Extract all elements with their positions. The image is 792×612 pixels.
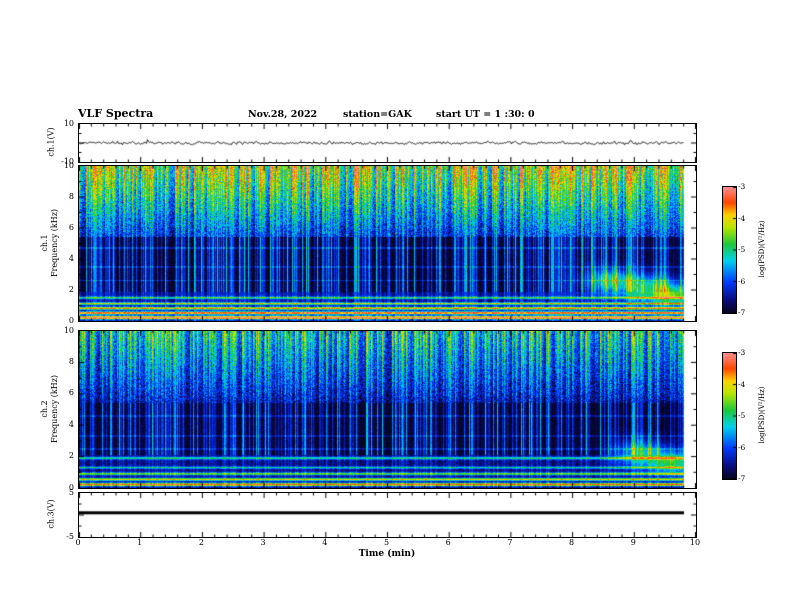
- colorbar-1: [722, 186, 737, 314]
- colorbar-1-label: log(PSD)(V²/Hz): [758, 220, 766, 278]
- y-tick-label: 10: [63, 118, 74, 128]
- ch1-spectrogram-panel: [78, 165, 697, 322]
- frequency-khz-label: Frequency (kHz): [50, 374, 59, 443]
- y-tick-label: 0: [68, 482, 74, 492]
- colorbar-tick-label: -7: [738, 308, 746, 317]
- x-tick-label: 1: [137, 538, 143, 547]
- x-tick-label: 7: [507, 538, 513, 547]
- colorbar-tick-label: -4: [738, 213, 746, 223]
- y-tick-label: 10: [63, 160, 74, 170]
- colorbar-2-canvas: [723, 353, 736, 479]
- ch1-waveform-panel: [78, 123, 697, 163]
- y-tick-label: 2: [68, 451, 74, 461]
- x-tick-label: 6: [445, 538, 451, 547]
- y-tick-label: 5: [68, 487, 74, 497]
- x-tick-label: 10: [689, 538, 701, 547]
- figure-station: station=GAK: [343, 109, 412, 120]
- ch2-spectrogram-panel: [78, 330, 697, 489]
- y-tick-label: 0: [68, 315, 74, 325]
- ch1-waveform-canvas: [79, 124, 696, 162]
- colorbar-tick-label: -6: [738, 276, 746, 286]
- y-tick-label: -5: [66, 531, 74, 541]
- ch1-frequency-axis-label: ch.1 Frequency (kHz): [30, 165, 70, 320]
- x-tick-label: 9: [630, 538, 636, 547]
- colorbar-2: [722, 352, 737, 480]
- frequency-khz-label: Frequency (kHz): [50, 208, 59, 277]
- ch2-spectrogram-canvas: [79, 331, 696, 488]
- ch1-voltage-axis-label: ch.1(V): [46, 127, 56, 157]
- colorbar-tick-label: -5: [738, 411, 746, 420]
- y-tick-label: 6: [68, 222, 74, 232]
- colorbar-tick-label: -3: [738, 348, 746, 357]
- y-tick-label: 10: [63, 325, 74, 335]
- colorbar-tick-label: -4: [738, 379, 746, 389]
- x-tick-label: 5: [383, 538, 390, 547]
- colorbar-tick-label: -6: [738, 442, 746, 452]
- colorbar-tick-label: -5: [738, 245, 746, 254]
- ch1-spectrogram-canvas: [79, 166, 696, 321]
- figure-start-ut: start UT = 1 :30: 0: [436, 109, 535, 120]
- y-tick-label: 4: [68, 253, 74, 263]
- y-tick-label: 8: [68, 191, 74, 201]
- x-tick-label: 4: [322, 538, 328, 547]
- x-tick-label: 8: [569, 538, 575, 547]
- figure-title: VLF Spectra: [78, 107, 154, 120]
- y-tick-label: 8: [68, 356, 74, 366]
- colorbar-tick-label: -3: [738, 182, 746, 191]
- time-axis-label: Time (min): [358, 549, 416, 559]
- ch2-label-line: ch.2: [40, 399, 49, 418]
- y-tick-label: -10: [61, 156, 74, 166]
- ch2-frequency-axis-label: ch.2 Frequency (kHz): [30, 330, 70, 487]
- x-tick-label: 0: [75, 538, 81, 547]
- y-tick-label: 2: [68, 284, 74, 294]
- y-tick-label: 6: [68, 388, 74, 398]
- ch1-label-line: ch.1: [40, 233, 49, 252]
- x-tick-label: 2: [198, 538, 204, 547]
- colorbar-1-canvas: [723, 187, 736, 313]
- ch3-waveform-panel: [78, 492, 697, 538]
- figure-date: Nov.28, 2022: [248, 109, 318, 120]
- y-tick-label: 4: [68, 419, 74, 429]
- ch3-voltage-axis-label: ch.3(V): [46, 499, 56, 529]
- x-tick-label: 3: [260, 538, 266, 547]
- colorbar-tick-label: -7: [738, 474, 746, 483]
- ch3-waveform-canvas: [79, 493, 696, 537]
- colorbar-2-label: log(PSD)(V²/Hz): [758, 386, 766, 444]
